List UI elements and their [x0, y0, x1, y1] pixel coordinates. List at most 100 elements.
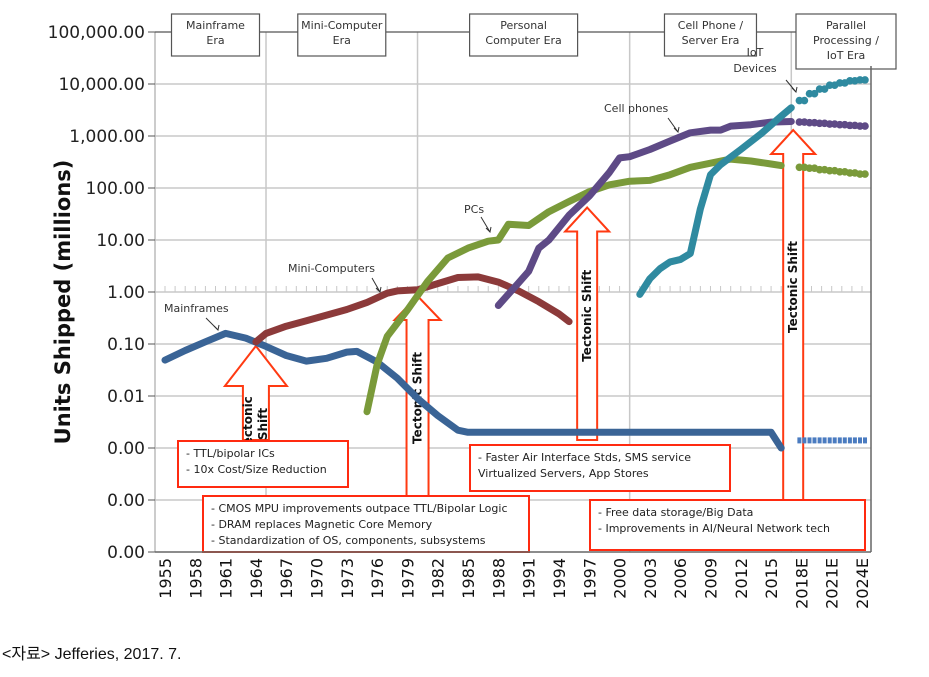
projection-dash [812, 437, 817, 444]
projection-dot [800, 96, 809, 105]
series-line-cell-phones [494, 118, 795, 309]
note-text: - TTL/bipolar ICs [186, 447, 275, 460]
era-label: Personal [500, 19, 547, 32]
x-tick-label: 2021E [823, 558, 842, 609]
x-tick-label: 1961 [217, 558, 236, 599]
era-boxes: Mainframe Era Mini-Computer Era Personal Comp… [155, 13, 897, 70]
y-axis-label: Units Shipped (millions) [51, 160, 75, 445]
x-tick-label: 1988 [489, 558, 508, 599]
era-label: Era [206, 34, 224, 47]
y-tick-label: 1.00 [107, 283, 145, 303]
projection-dash [807, 437, 812, 444]
projection-dash [817, 437, 822, 444]
projection-dash [842, 437, 847, 444]
projection-dash [852, 437, 857, 444]
x-tick-label: 2000 [611, 558, 630, 599]
era-label: Computer Era [485, 34, 561, 47]
y-tick-label: 10,000.00 [58, 75, 145, 95]
era-label: Server Era [682, 34, 740, 47]
era-box-frame [795, 13, 897, 70]
projection-dash [802, 437, 807, 444]
label-pointer-head [213, 324, 220, 332]
label-pointer-head [485, 226, 492, 234]
y-tick-label: 1,000.00 [69, 127, 145, 147]
note-text: - 10x Cost/Size Reduction [186, 463, 327, 476]
x-tick-label: 2015 [762, 558, 781, 599]
series-label: Devices [733, 62, 777, 75]
label-pointer-head [673, 126, 680, 134]
note-text: - DRAM replaces Magnetic Core Memory [211, 518, 433, 531]
era-box: Personal Computer Era [469, 13, 579, 57]
era-box-frame [663, 13, 758, 57]
series-label: Mini-Computers [288, 262, 375, 275]
y-axis-ticks: 100,000.00 10,000.00 1,000.00 100.00 10.00 1.… [48, 23, 155, 563]
era-box-frame [297, 13, 387, 57]
era-box: Parallel Processing / IoT Era [795, 13, 897, 70]
era-label: Cell Phone / [678, 19, 744, 32]
x-tick-label: 1994 [550, 558, 569, 599]
note-text: Virtualized Servers, App Stores [478, 467, 649, 480]
projection-dot [810, 89, 819, 98]
x-tick-label: 1976 [368, 558, 387, 599]
tectonic-shift-label: Tectonic Shift [580, 269, 594, 361]
series-line-pcs [363, 155, 785, 416]
note-text: - Faster Air Interface Stds, SMS service [478, 451, 691, 464]
era-label: Mainframe [186, 19, 245, 32]
series-labels: Mainframes Mini-Computers PCs Cell phones Io… [164, 46, 798, 332]
x-tick-label: 1964 [247, 558, 266, 599]
x-tick-label: 1997 [580, 558, 599, 599]
x-tick-label: 1967 [277, 558, 296, 599]
x-tick-label: 2006 [671, 558, 690, 599]
x-tick-label: 1991 [520, 558, 539, 599]
x-tick-label: 1973 [338, 558, 357, 599]
projection-dot [861, 76, 869, 84]
projection-dash [832, 437, 837, 444]
series-line-mainframes [161, 329, 785, 452]
y-tick-label: 0.00 [107, 491, 145, 511]
note-text: - Free data storage/Big Data [598, 506, 753, 519]
x-tick-label: 2024E [853, 558, 872, 609]
label-pointer [480, 216, 491, 233]
label-pointer-head [791, 86, 798, 94]
series-lines [161, 76, 869, 452]
y-tick-label: 10.00 [96, 231, 145, 251]
projection-dot [861, 170, 869, 178]
series-label: Mainframes [164, 302, 229, 315]
era-label: Processing / [813, 34, 879, 47]
note-box-frame [177, 440, 349, 488]
x-axis-ticks: 1955 1958 1961 1964 1967 1970 1973 1976 1979 1982… [156, 558, 872, 609]
era-box: Mini-Computer Era [297, 13, 387, 57]
note-text: - Standardization of OS, components, sub… [211, 534, 486, 547]
note-box-frame [469, 444, 731, 492]
tectonic-shift-notes: - TTL/bipolar ICs - 10x Cost/Size Reducti… [177, 440, 866, 553]
era-label: Era [333, 34, 351, 47]
tectonic-shift-label: Tectonic Shift [786, 241, 800, 333]
projection-dot [861, 122, 869, 130]
x-tick-label: 1985 [459, 558, 478, 599]
label-pointer-head [375, 286, 382, 294]
note-text: - Improvements in AI/Neural Network tech [598, 522, 830, 535]
note-box: - Free data storage/Big Data - Improvemen… [589, 499, 866, 551]
era-box-frame [170, 13, 261, 57]
note-box-frame [202, 495, 530, 553]
x-tick-label: 2003 [641, 558, 660, 599]
x-tick-label: 1955 [156, 558, 175, 599]
projection-dash [822, 437, 827, 444]
note-box: - Faster Air Interface Stds, SMS service… [469, 444, 731, 492]
projection-dash [837, 437, 842, 444]
era-box: Mainframe Era [170, 13, 261, 57]
era-box-frame [469, 13, 579, 57]
y-tick-label: 0.00 [107, 439, 145, 459]
x-tick-label: 1979 [398, 558, 417, 599]
era-label: Parallel [826, 19, 866, 32]
x-tick-label: 2009 [701, 558, 720, 599]
x-tick-label: 1958 [186, 558, 205, 599]
x-tick-label: 2018E [792, 558, 811, 609]
label-pointer [371, 277, 381, 293]
tectonic-shift-label: Shift [256, 408, 270, 441]
note-box: - TTL/bipolar ICs - 10x Cost/Size Reducti… [177, 440, 349, 488]
series-line-iot-devices [636, 104, 795, 298]
series-label: PCs [464, 203, 484, 216]
chart: Mainframe Era Mini-Computer Era Personal Comp… [48, 13, 897, 609]
note-box-frame [589, 499, 866, 551]
